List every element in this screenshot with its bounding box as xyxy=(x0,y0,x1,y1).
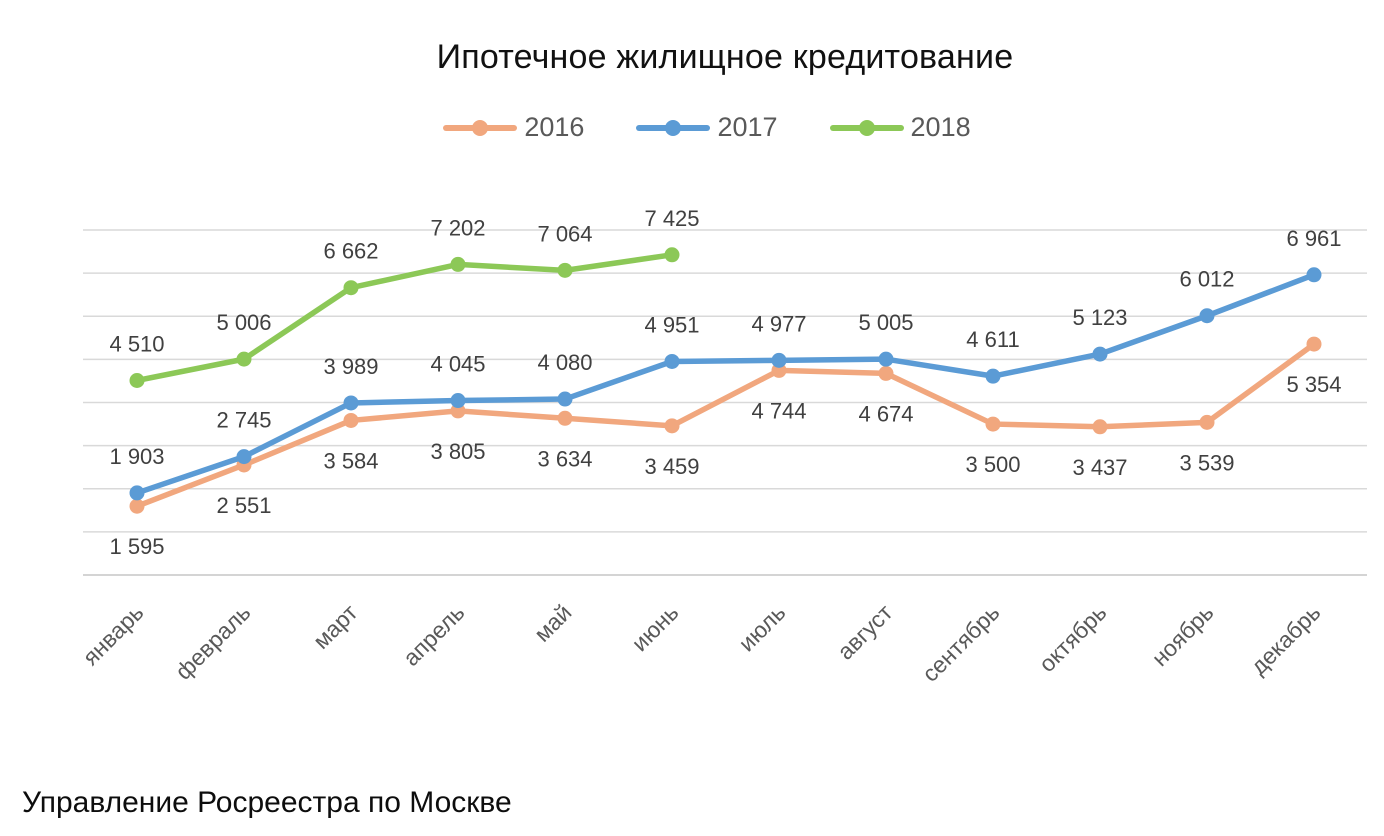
legend-marker-icon xyxy=(665,119,682,136)
data-point-2017 xyxy=(1092,346,1108,362)
data-point-2018 xyxy=(343,280,359,296)
data-point-2016 xyxy=(129,498,145,514)
data-label-2016: 3 500 xyxy=(965,452,1020,477)
legend-label-2016: 2016 xyxy=(524,112,585,142)
data-label-2016: 3 805 xyxy=(430,439,485,464)
data-label-2018: 7 425 xyxy=(644,206,699,231)
data-point-2018 xyxy=(236,351,252,367)
data-point-2016 xyxy=(450,403,466,419)
data-label-2017: 4 611 xyxy=(966,327,1019,352)
data-label-2016: 3 584 xyxy=(323,448,378,473)
data-label-2016: 3 437 xyxy=(1072,455,1127,480)
data-point-2016 xyxy=(1092,419,1108,435)
data-label-2016: 1 595 xyxy=(109,534,164,559)
x-tick-label: май xyxy=(529,599,577,647)
data-label-2017: 6 961 xyxy=(1286,226,1341,251)
data-label-2017: 2 745 xyxy=(216,408,271,433)
data-point-2018 xyxy=(664,247,680,263)
legend-label-2017: 2017 xyxy=(717,112,778,142)
x-tick-label: январь xyxy=(77,599,148,670)
chart-legend: 2016 2017 2018 xyxy=(15,112,1384,143)
data-point-2016 xyxy=(1199,414,1215,430)
data-point-2016 xyxy=(343,412,359,428)
data-point-2017 xyxy=(1199,308,1215,324)
chart-title: Ипотечное жилищное кредитование xyxy=(436,38,1014,76)
legend-item-2017: 2017 xyxy=(636,112,778,143)
data-label-2016: 3 539 xyxy=(1179,450,1234,475)
data-label-2017: 4 080 xyxy=(537,350,592,375)
data-label-2018: 7 202 xyxy=(430,215,485,240)
x-tick-label: июнь xyxy=(626,599,683,656)
data-label-2017: 5 123 xyxy=(1072,305,1127,330)
legend-item-2018: 2018 xyxy=(829,112,971,143)
series-line-2018 xyxy=(134,252,675,384)
data-label-2017: 4 045 xyxy=(430,352,485,377)
data-point-2016 xyxy=(878,365,894,381)
data-point-2018 xyxy=(450,256,466,272)
data-label-2016: 4 744 xyxy=(751,398,806,423)
data-label-2018: 6 662 xyxy=(323,239,378,264)
data-label-2016: 3 459 xyxy=(644,454,699,479)
x-tick-label: июль xyxy=(733,599,790,656)
data-label-2016: 2 551 xyxy=(216,493,271,518)
data-label-2016: 3 634 xyxy=(537,446,592,471)
data-label-2017: 6 012 xyxy=(1179,267,1234,292)
data-point-2017 xyxy=(450,393,466,409)
data-label-2016: 5 354 xyxy=(1286,372,1341,397)
legend-marker-icon xyxy=(472,119,489,136)
data-point-2017 xyxy=(878,351,894,367)
legend-swatch-2017 xyxy=(636,119,711,136)
data-label-2016: 4 674 xyxy=(858,401,913,426)
data-label-2017: 3 989 xyxy=(323,354,378,379)
data-label-2018: 7 064 xyxy=(537,221,592,246)
x-tick-label: октябрь xyxy=(1034,599,1112,677)
data-point-2018 xyxy=(129,373,145,389)
data-point-2017 xyxy=(985,368,1001,384)
legend-marker-icon xyxy=(858,119,875,136)
data-point-2017 xyxy=(236,449,252,465)
data-point-2016 xyxy=(985,416,1001,432)
x-tick-label: ноябрь xyxy=(1146,599,1218,671)
series-line-2016 xyxy=(134,341,1317,509)
legend-item-2016: 2016 xyxy=(443,112,584,143)
data-point-2017 xyxy=(771,352,787,368)
data-label-2018: 4 510 xyxy=(109,332,164,357)
data-point-2017 xyxy=(664,353,680,369)
x-tick-label: апрель xyxy=(398,599,470,671)
x-tick-label: март xyxy=(308,599,363,654)
data-point-2017 xyxy=(1306,267,1322,283)
data-label-2018: 5 006 xyxy=(216,310,271,335)
data-point-2017 xyxy=(129,485,145,501)
source-caption: Управление Росреестра по Москве xyxy=(22,786,512,819)
data-point-2018 xyxy=(557,262,573,278)
x-tick-label: сентябрь xyxy=(917,599,1005,687)
data-label-2017: 4 951 xyxy=(644,312,699,337)
legend-label-2018: 2018 xyxy=(910,112,971,142)
legend-swatch-2016 xyxy=(443,119,518,136)
x-tick-label: декабрь xyxy=(1245,599,1325,679)
data-label-2017: 5 005 xyxy=(858,310,913,335)
x-tick-label: август xyxy=(832,599,898,665)
data-point-2017 xyxy=(343,395,359,411)
data-label-2017: 1 903 xyxy=(109,444,164,469)
series-line-2017 xyxy=(134,272,1317,496)
data-point-2016 xyxy=(557,410,573,426)
data-label-2017: 4 977 xyxy=(751,311,806,336)
data-point-2016 xyxy=(664,418,680,434)
x-tick-label: февраль xyxy=(170,599,256,685)
data-point-2016 xyxy=(1306,336,1322,352)
legend-swatch-2018 xyxy=(829,119,904,136)
data-point-2017 xyxy=(557,391,573,407)
